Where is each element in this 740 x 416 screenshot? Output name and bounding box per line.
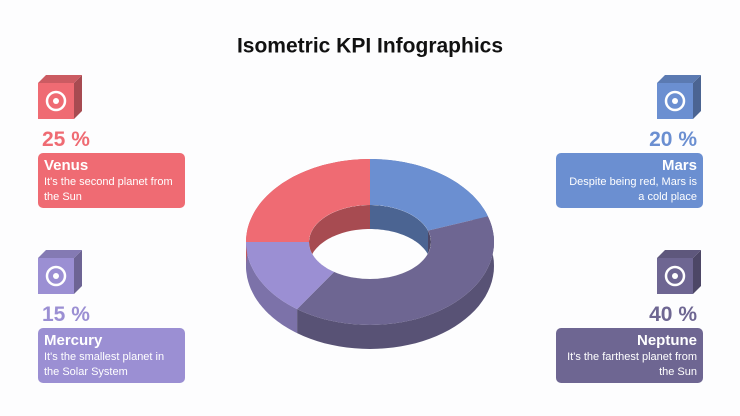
value-label: 25 %	[42, 128, 90, 151]
slice	[297, 216, 494, 325]
card-text: It's the farthest planet from the Sun	[567, 351, 697, 378]
card-title: Mercury	[44, 332, 103, 349]
cube-side	[74, 75, 82, 119]
card: Neptune It's the farthest planet from the…	[556, 328, 703, 383]
cube-top	[657, 75, 701, 83]
slice-side	[246, 242, 298, 334]
cube-top	[38, 75, 82, 83]
card-text: Despite being red, Mars is a cold place	[569, 176, 697, 203]
slice-inner-side	[370, 205, 428, 255]
icon-dot	[672, 98, 678, 104]
card-title: Venus	[44, 157, 89, 174]
value-label: 15 %	[42, 303, 90, 326]
card: Venus It's the second planet from the Sun	[38, 153, 185, 208]
icon-dot	[53, 98, 59, 104]
value-label: 20 %	[649, 128, 697, 151]
slice	[370, 159, 488, 231]
card-text: It's the smallest planet in the Solar Sy…	[44, 351, 165, 378]
cube-top	[657, 250, 701, 258]
card: Mercury It's the smallest planet in the S…	[38, 328, 185, 383]
cube-side	[693, 250, 701, 294]
card-title: Mars	[661, 157, 697, 174]
cube-side	[74, 250, 82, 294]
slice	[246, 159, 370, 242]
card-text: It's the second planet from the Sun	[44, 176, 173, 203]
cube-top	[38, 250, 82, 258]
icon-dot	[672, 273, 678, 279]
icon	[45, 265, 67, 287]
slice	[246, 242, 335, 310]
card: Mars Despite being red, Mars is a cold pl…	[556, 153, 703, 208]
card-title: Neptune	[637, 332, 697, 349]
value-label: 40 %	[649, 303, 697, 326]
icon-dot	[53, 273, 59, 279]
icon	[664, 265, 686, 287]
chart-title: Isometric KPI Infographics	[237, 35, 503, 58]
cube-side	[693, 75, 701, 119]
slice-inner-side	[309, 205, 370, 266]
slice-side	[297, 216, 494, 349]
icon	[664, 90, 686, 112]
icon	[45, 90, 67, 112]
